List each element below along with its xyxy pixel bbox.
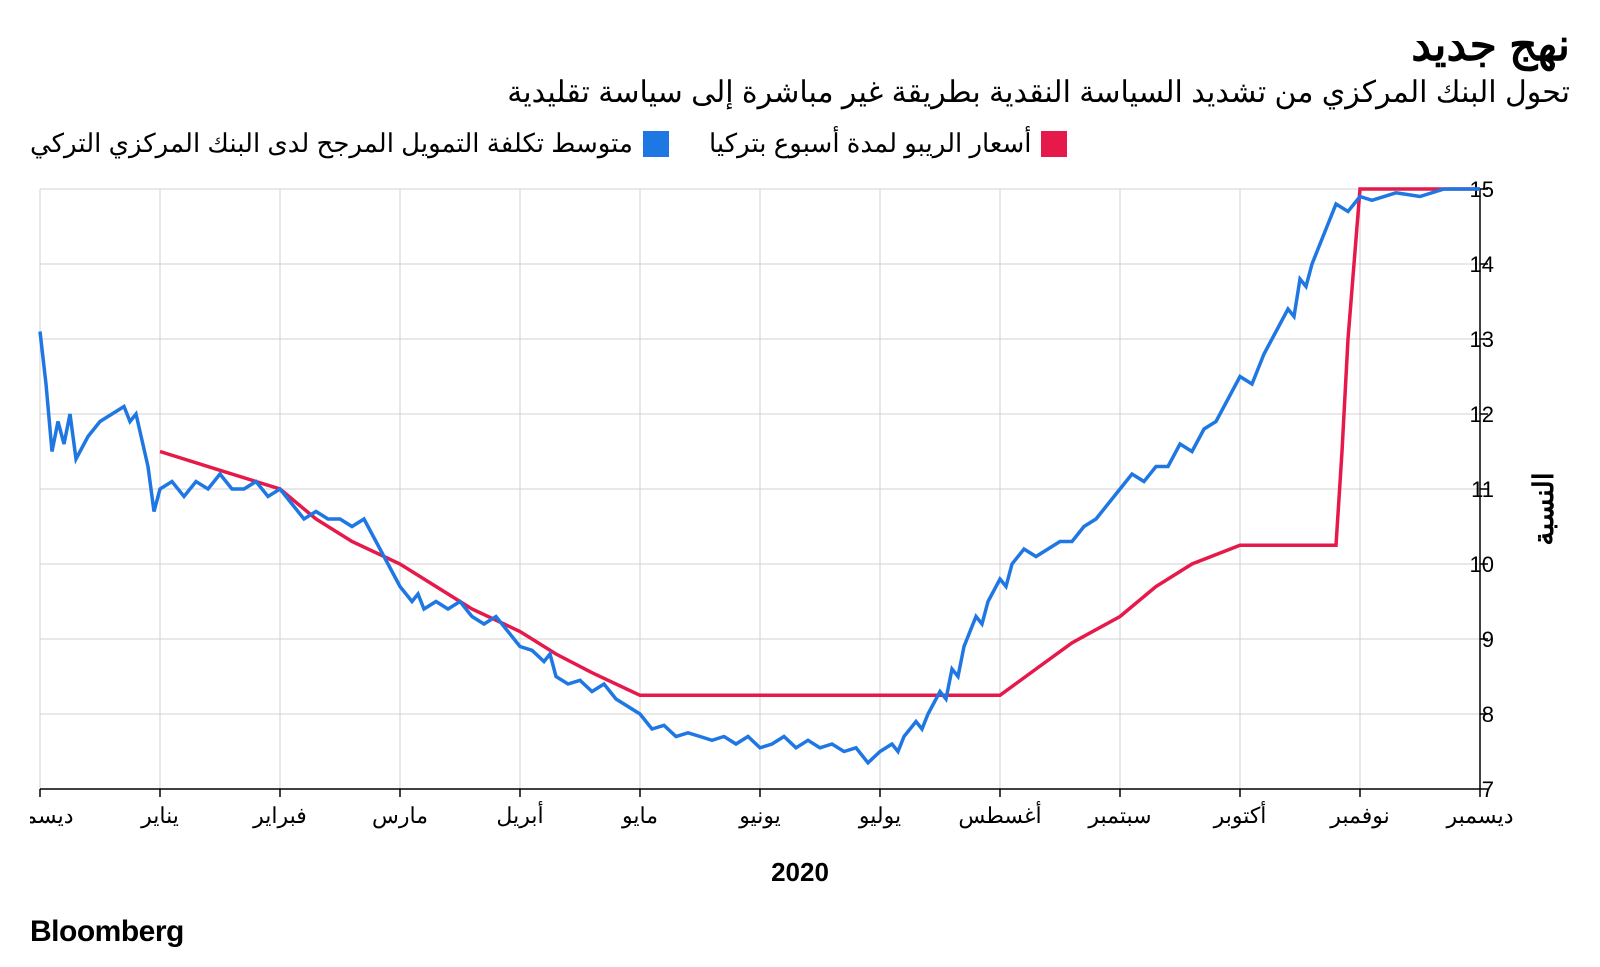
legend-label-wacf: متوسط تكلفة التمويل المرجح لدى البنك الم…: [30, 128, 633, 159]
y-tick-label: 12: [1470, 402, 1494, 427]
x-tick-label: أبريل: [496, 800, 543, 829]
legend: أسعار الريبو لمدة أسبوع بتركيا متوسط تكل…: [30, 128, 1570, 159]
legend-item-wacf: متوسط تكلفة التمويل المرجح لدى البنك الم…: [30, 128, 669, 159]
x-tick-label: ديسمبر: [1445, 803, 1513, 829]
y-axis-label: النسبة: [1527, 472, 1560, 545]
x-tick-label: مارس: [372, 803, 428, 829]
x-tick-label: ديسمبر: [30, 803, 74, 829]
y-tick-label: 10: [1470, 552, 1494, 577]
chart-title: نهج جديد: [30, 20, 1570, 71]
y-tick-label: 8: [1482, 702, 1494, 727]
x-tick-label: فبراير: [252, 803, 307, 829]
x-tick-label: أكتوبر: [1213, 800, 1267, 829]
x-tick-label: مايو: [621, 803, 658, 829]
y-tick-label: 7: [1482, 777, 1494, 802]
chart-area: 789101112131415ديسمبرينايرفبرايرمارسأبري…: [30, 169, 1570, 849]
legend-swatch-wacf: [643, 131, 669, 157]
y-tick-label: 14: [1470, 252, 1494, 277]
legend-swatch-repo: [1041, 131, 1067, 157]
x-tick-label: أغسطس: [958, 800, 1041, 829]
x-tick-label: يونيو: [738, 803, 781, 829]
chart-svg: 789101112131415ديسمبرينايرفبرايرمارسأبري…: [30, 169, 1570, 849]
y-tick-label: 11: [1471, 477, 1494, 502]
legend-label-repo: أسعار الريبو لمدة أسبوع بتركيا: [709, 128, 1032, 159]
x-tick-label: سبتمبر: [1087, 803, 1151, 829]
x-axis-year-label: 2020: [30, 857, 1570, 888]
series-repo: [160, 189, 1480, 695]
chart-subtitle: تحول البنك المركزي من تشديد السياسة النق…: [30, 75, 1570, 110]
x-tick-label: نوفمبر: [1329, 803, 1390, 829]
y-tick-label: 13: [1470, 327, 1494, 352]
legend-item-repo: أسعار الريبو لمدة أسبوع بتركيا: [709, 128, 1068, 159]
x-tick-label: يوليو: [858, 803, 901, 829]
y-tick-label: 9: [1482, 627, 1494, 652]
x-tick-label: يناير: [140, 803, 179, 829]
brand-footer: Bloomberg: [30, 915, 184, 949]
